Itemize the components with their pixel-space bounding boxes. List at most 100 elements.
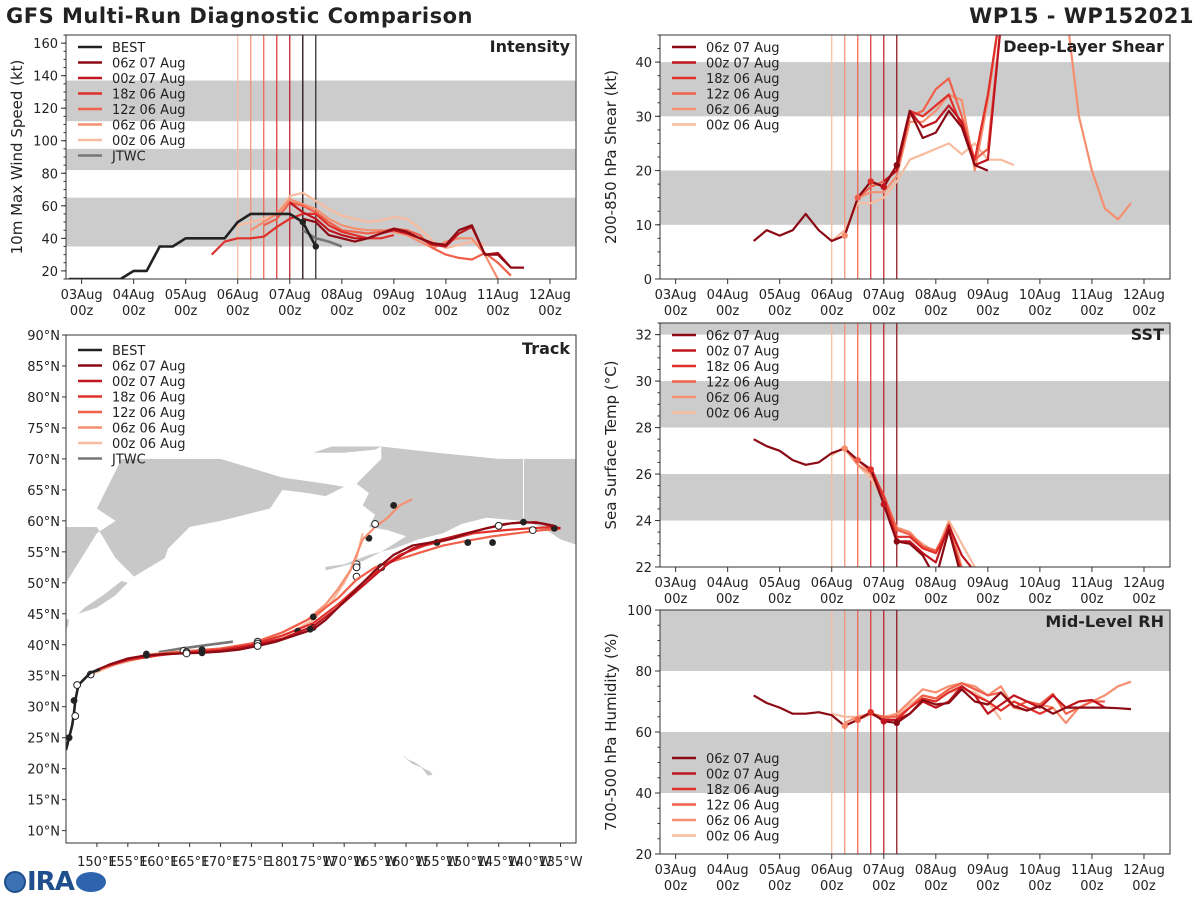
sst-xtick-label: 00z [716, 592, 740, 607]
rh-line-00z-06-aug [831, 688, 1002, 721]
rh-marker [867, 708, 874, 716]
wave-icon [75, 872, 106, 892]
shear-xtick-label: 06Aug [811, 288, 853, 303]
rh-marker [854, 716, 861, 723]
intensity-xtick-label: 00z [538, 304, 562, 319]
shear-ytick-label: 20 [635, 165, 652, 180]
sst-ytick-label: 22 [635, 561, 652, 576]
sst-title: SST [1131, 325, 1164, 344]
intensity-ylabel: 10m Max Wind Speed (kt) [8, 60, 26, 255]
figure-title-right: WP15 - WP152021 [969, 4, 1194, 28]
track-legend-label: JTWC [111, 453, 146, 468]
shear-title: Deep-Layer Shear [1003, 37, 1164, 56]
intensity-band [66, 148, 576, 171]
sst-xtick-label: 04Aug [707, 576, 749, 591]
shear-marker [893, 161, 900, 169]
track-legend-label: 06z 07 Aug [112, 360, 186, 375]
intensity-line-06z-07-aug [302, 217, 524, 269]
lat-tick-label: 85°N [27, 360, 60, 375]
sst-xtick-label: 11Aug [1071, 576, 1113, 591]
rh-xtick-label: 05Aug [759, 863, 801, 878]
intensity-legend-label: 06z 06 Aug [112, 119, 186, 134]
shear-legend-label: 00z 07 Aug [706, 57, 780, 72]
track-point-filled [309, 613, 317, 621]
shear-xtick-label: 00z [768, 304, 792, 319]
intensity-title: Intensity [490, 37, 571, 56]
intensity-band [66, 80, 576, 122]
track-point-open [352, 563, 361, 572]
track-point-open [528, 526, 537, 535]
shear-xtick-label: 03Aug [655, 288, 697, 303]
track-point-filled [142, 651, 150, 659]
track-title: Track [522, 339, 570, 358]
intensity-xtick-label: 00z [226, 304, 250, 319]
intensity-xtick-label: 05Aug [165, 288, 207, 303]
shear-xtick-label: 12Aug [1123, 288, 1165, 303]
sst-ylabel: Sea Surface Temp (°C) [602, 360, 620, 529]
lat-tick-label: 65°N [27, 484, 60, 499]
shear-legend-label: 12z 06 Aug [706, 88, 780, 103]
lon-tick-label: 160°W [384, 855, 428, 870]
rh-xtick-label: 00z [872, 879, 896, 894]
intensity-ytick-label: 120 [33, 102, 58, 117]
sst-ytick-label: 30 [635, 375, 652, 390]
intensity-legend-label: BEST [112, 41, 145, 56]
rh-xtick-label: 10Aug [1019, 863, 1061, 878]
rh-ytick-label: 100 [627, 604, 652, 619]
rh-xtick-label: 00z [924, 879, 948, 894]
intensity-xtick-label: 04Aug [113, 288, 155, 303]
track-point-filled [550, 524, 558, 532]
sst-legend-label: 06z 06 Aug [706, 391, 780, 406]
intensity-xtick-label: 09Aug [373, 288, 415, 303]
sst-ytick-label: 32 [635, 329, 652, 344]
lon-tick-label: 170°W [322, 855, 366, 870]
intensity-xtick-label: 00z [330, 304, 354, 319]
sst-ytick-label: 24 [635, 515, 652, 530]
lat-tick-label: 10°N [27, 825, 60, 840]
rh-ytick-label: 20 [635, 848, 652, 863]
intensity-xtick-label: 00z [486, 304, 510, 319]
intensity-xtick-label: 00z [434, 304, 458, 319]
sst-xtick-label: 10Aug [1019, 576, 1061, 591]
shear-ytick-label: 10 [635, 219, 652, 234]
sst-ytick-label: 28 [635, 422, 652, 437]
intensity-line-best [68, 212, 317, 279]
lat-tick-label: 35°N [27, 670, 60, 685]
lon-tick-label: 160°E [139, 855, 179, 870]
track-point-filled [390, 501, 398, 509]
logo-text: IRA [27, 867, 75, 897]
rh-xtick-label: 00z [1028, 879, 1052, 894]
shear-ytick-label: 0 [644, 273, 652, 288]
rh-marker [880, 718, 887, 725]
rh-marker [841, 722, 848, 730]
track-point-filled [520, 518, 527, 526]
rh-ytick-label: 60 [635, 726, 652, 741]
kuril [78, 580, 128, 614]
rh-xtick-label: 07Aug [863, 863, 905, 878]
sst-legend-label: 06z 07 Aug [706, 329, 780, 344]
japan [66, 618, 70, 631]
sst-xtick-label: 03Aug [655, 576, 697, 591]
intensity-xtick-label: 11Aug [477, 288, 519, 303]
track-point-open [71, 712, 80, 720]
rh-line-12z-06-aug [857, 682, 1105, 721]
sst-xtick-label: 08Aug [915, 576, 957, 591]
intensity-ytick-label: 40 [41, 232, 58, 247]
intensity-ytick-label: 140 [33, 70, 58, 85]
track-point-open [253, 642, 262, 650]
sst-legend-label: 18z 06 Aug [706, 360, 780, 375]
track-point-open [73, 681, 82, 689]
sst-marker [841, 445, 848, 452]
sst-xtick-label: 00z [924, 592, 948, 607]
shear-band [660, 62, 1170, 117]
intensity-legend-label: 06z 07 Aug [112, 57, 186, 72]
sst-xtick-label: 09Aug [967, 576, 1009, 591]
track-panel: 10°N 15°N 20°N 25°N 30°N 35°N 40°N 45°N 50°N 55°N… [27, 329, 583, 870]
kamchatka [134, 527, 190, 577]
lat-tick-label: 40°N [27, 639, 60, 654]
sst-band [660, 381, 1170, 428]
sst-xtick-label: 12Aug [1123, 576, 1165, 591]
arctic-north [313, 446, 382, 453]
lat-tick-label: 45°N [27, 608, 60, 623]
